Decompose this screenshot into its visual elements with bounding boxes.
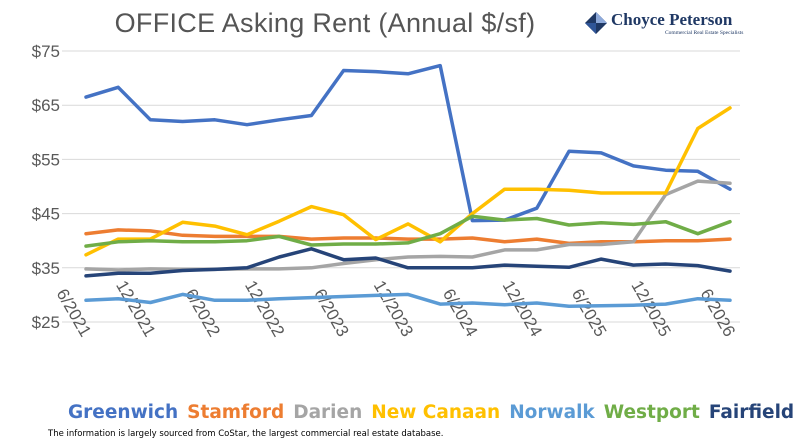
x-tick-label: 6/2025 xyxy=(568,285,610,340)
x-tick-label: 12/2022 xyxy=(241,277,288,340)
series-line-norwalk xyxy=(84,292,732,309)
gridlines xyxy=(62,50,740,323)
legend-item-greenwich: Greenwich xyxy=(68,402,179,423)
source-footnote: The information is largely sourced from … xyxy=(48,429,444,439)
legend-item-stamford: Stamford xyxy=(187,402,285,423)
x-tick-label: 12/2021 xyxy=(112,277,159,340)
x-tick-label: 12/2024 xyxy=(499,277,546,340)
x-axis-tick-labels: 6/2021 12/2021 6/2022 12/2022 6/2023 12/2023 6… xyxy=(53,277,739,340)
x-tick-label: 12/2025 xyxy=(627,277,674,340)
legend-item-norwalk: Norwalk xyxy=(509,402,595,423)
chart-title: OFFICE Asking Rent (Annual $/sf) xyxy=(114,8,536,38)
y-tick-label: $55 xyxy=(32,150,60,169)
diamond-logo-icon xyxy=(585,12,607,34)
x-tick-label: 6/2024 xyxy=(439,285,481,340)
y-tick-label: $75 xyxy=(32,42,60,61)
brand-name: Choyce Peterson xyxy=(611,10,733,29)
series-line-new-canaan xyxy=(84,106,732,257)
legend-item-fairfield: Fairfield xyxy=(708,402,795,423)
y-tick-label: $45 xyxy=(32,205,60,224)
legend: Greenwich Stamford Darien New Canaan Norwalk… xyxy=(68,402,794,423)
legend-item-new-canaan: New Canaan xyxy=(371,402,501,423)
y-tick-label: $65 xyxy=(32,96,60,115)
brand-tagline: Commercial Real Estate Specialists xyxy=(665,30,744,36)
x-tick-label: 6/2026 xyxy=(697,285,739,340)
legend-item-darien: Darien xyxy=(293,402,363,423)
y-tick-label: $25 xyxy=(32,313,60,332)
legend-item-westport: Westport xyxy=(603,402,700,423)
series-line-fairfield xyxy=(84,247,732,278)
line-chart: $25$35$45$55$65$75 6/2021 12/2021 6/2022 12… xyxy=(32,42,740,340)
y-tick-label: $35 xyxy=(32,259,60,278)
y-axis-tick-labels: $25 $35 $45 $55 $65 $75 xyxy=(32,42,60,332)
x-tick-label: 6/2023 xyxy=(310,285,352,340)
x-tick-label: 12/2023 xyxy=(370,277,417,340)
brand-logo: Choyce Peterson Commercial Real Estate S… xyxy=(585,10,790,42)
series-line-greenwich xyxy=(84,63,732,223)
series-lines xyxy=(84,63,732,309)
series-line-westport xyxy=(84,214,732,248)
